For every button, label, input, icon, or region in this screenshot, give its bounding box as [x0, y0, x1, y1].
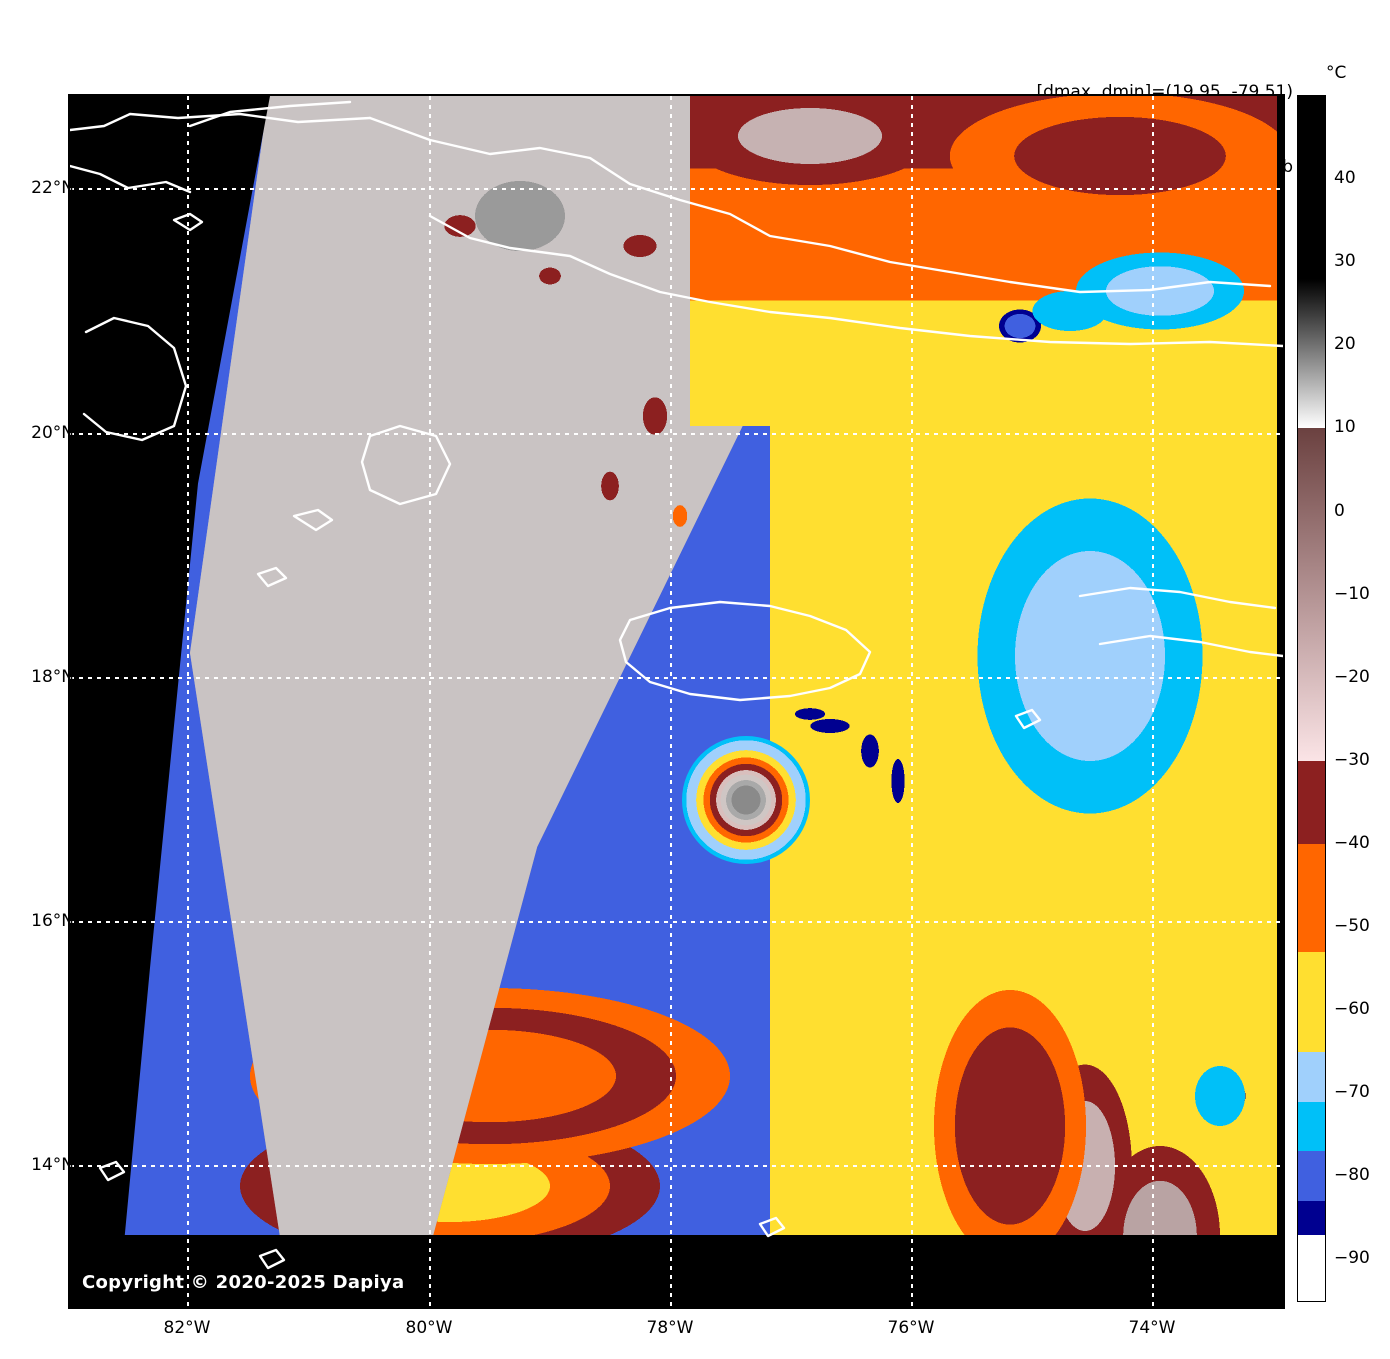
gridline-lon-78W: [670, 96, 672, 1307]
colorbar-tick-label: −30: [1334, 749, 1370, 770]
xtick-label: 80°W: [405, 1318, 453, 1338]
colorbar-unit-label: °C: [1326, 63, 1347, 83]
colorbar-segment-yellow: [1298, 951, 1325, 1052]
gridline-lat-20N: [70, 433, 1283, 435]
colorbar-tick-label: −60: [1334, 999, 1370, 1020]
colorbar-tick-label: −50: [1334, 916, 1370, 937]
colorbar-tick-label: 0: [1334, 500, 1345, 521]
ytick-label: 18°N: [31, 667, 74, 687]
colorbar-tick-label: 10: [1334, 417, 1356, 438]
ytick-label: 14°N: [31, 1155, 74, 1175]
colorbar-segment-brown-pink-ramp: [1298, 428, 1325, 761]
coastline-overlay: [70, 100, 1283, 1270]
gridline-lon-80W: [429, 96, 431, 1307]
xtick-label: 74°W: [1128, 1318, 1176, 1338]
copyright-label: Copyright © 2020-2025 Dapiya: [82, 1272, 405, 1293]
colorbar-tick-label: −10: [1334, 583, 1370, 604]
colorbar-segment-orange: [1298, 843, 1325, 952]
nodata-right-sliver: [1277, 96, 1283, 1307]
gridline-lon-82W: [187, 96, 189, 1307]
colorbar-segment-royal-blue: [1298, 1151, 1325, 1202]
gridline-lat-22N: [70, 188, 1283, 190]
colorbar-segment-dark-red: [1298, 760, 1325, 844]
gridline-lon-74W: [1152, 96, 1154, 1307]
colorbar-tick-label: −20: [1334, 666, 1370, 687]
colorbar-tick-label: −90: [1334, 1248, 1370, 1269]
colorbar-segment-light-blue: [1298, 1051, 1325, 1102]
colorbar-tick-label: 40: [1334, 168, 1356, 189]
colorbar-segment-white: [1298, 1234, 1325, 1301]
colorbar-segment-cyan: [1298, 1101, 1325, 1152]
colorbar-segment-black: [1298, 96, 1325, 279]
xtick-label: 76°W: [887, 1318, 935, 1338]
colorbar-tick-label: −70: [1334, 1082, 1370, 1103]
gridline-lat-14N: [70, 1165, 1283, 1167]
raster-canvas: Copyright © 2020-2025 Dapiya: [70, 96, 1283, 1307]
gridline-lat-18N: [70, 677, 1283, 679]
nodata-bottom-strip: [70, 1235, 1283, 1307]
colorbar-tick-label: 20: [1334, 334, 1356, 355]
ytick-label: 16°N: [31, 911, 74, 931]
raster-jamaica-cold-tops: [770, 696, 950, 836]
colorbar-segment-gray-ramp: [1298, 278, 1325, 429]
xtick-label: 78°W: [646, 1318, 694, 1338]
raster-northeast-warm: [690, 96, 1283, 426]
xtick-label: 82°W: [163, 1318, 211, 1338]
gridline-lat-16N: [70, 921, 1283, 923]
colorbar-segment-navy: [1298, 1201, 1325, 1235]
ytick-label: 20°N: [31, 423, 74, 443]
temperature-colorbar[interactable]: [1297, 95, 1326, 1302]
ytick-label: 22°N: [31, 178, 74, 198]
gridline-lon-76W: [911, 96, 913, 1307]
colorbar-tick-label: 30: [1334, 251, 1356, 272]
colorbar-tick-label: −80: [1334, 1165, 1370, 1186]
satellite-image-plot[interactable]: Copyright © 2020-2025 Dapiya: [68, 94, 1285, 1309]
colorbar-tick-label: −40: [1334, 832, 1370, 853]
